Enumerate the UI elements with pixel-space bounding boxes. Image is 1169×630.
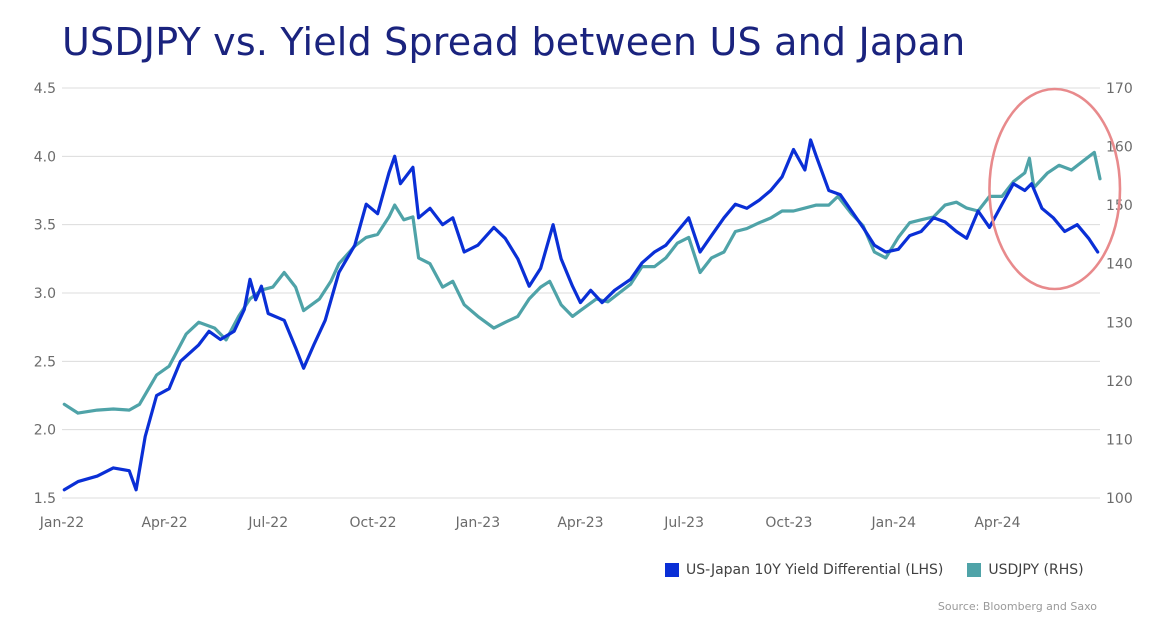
x-tick-label: Apr-24 [974,515,1020,531]
x-tick-label: Jul-23 [663,515,704,531]
x-tick-label: Apr-22 [141,515,187,531]
x-tick-label: Jan-22 [39,515,84,531]
x-tick-label: Apr-23 [557,515,603,531]
legend-item-usdjpy: USDJPY (RHS) [967,562,1084,578]
legend: US-Japan 10Y Yield Differential (LHS) US… [665,562,1084,578]
y-right-tick-label: 100 [1106,491,1133,507]
y-left-tick-label: 3.0 [34,286,56,302]
y-left-tick-label: 2.0 [34,423,56,439]
y-right-tick-label: 110 [1106,432,1133,448]
y-left-tick-label: 2.5 [34,354,56,370]
y-right-tick-label: 140 [1106,257,1133,273]
y-right-tick-label: 130 [1106,315,1133,331]
legend-swatch-usdjpy [967,563,982,577]
series-line-usdjpy [62,150,1102,415]
legend-label-yield: US-Japan 10Y Yield Differential (LHS) [686,562,944,578]
series-line-yield-differential [62,138,1100,492]
x-tick-label: Oct-22 [350,515,397,531]
source-note: Source: Bloomberg and Saxo [937,600,1097,613]
y-left-tick-label: 4.5 [34,81,56,97]
x-tick-label: Oct-23 [765,515,812,531]
highlight-ellipse [988,87,1122,291]
legend-item-yield: US-Japan 10Y Yield Differential (LHS) [665,562,943,578]
x-tick-label: Jul-22 [247,515,288,531]
y-right-tick-label: 120 [1106,374,1133,390]
y-left-tick-label: 1.5 [34,491,56,507]
chart-title: USDJPY vs. Yield Spread between US and J… [62,20,966,64]
y-right-tick-label: 170 [1106,81,1133,97]
legend-label-usdjpy: USDJPY (RHS) [988,562,1084,578]
gridlines [62,87,1100,499]
y-right-tick-label: 160 [1106,140,1133,156]
x-tick-label: Jan-23 [455,515,500,531]
series-lines [62,138,1102,492]
x-axis-ticks: Jan-22 Apr-22 Jul-22 Oct-22 Jan-23 Apr-23 Jul-… [39,515,1021,531]
y-left-tick-label: 4.0 [34,149,56,165]
legend-swatch-yield [665,563,679,577]
x-tick-label: Jan-24 [871,515,917,531]
annotations [988,87,1122,291]
y-left-tick-label: 3.5 [34,218,56,234]
left-axis-ticks: 1.5 2.0 2.5 3.0 3.5 4.0 4.5 [34,81,56,507]
